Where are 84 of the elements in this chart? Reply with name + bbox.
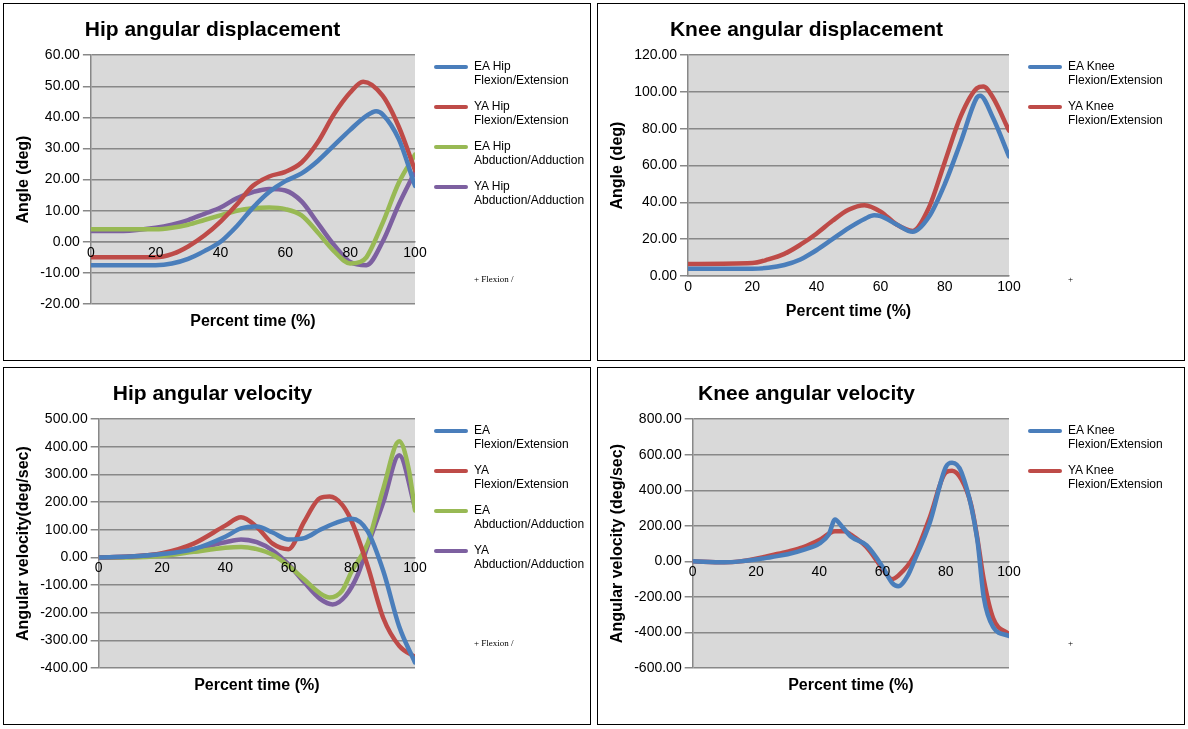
y-tick-label: 500.00 (44, 410, 88, 427)
legend-label: YA Abduction/Adduction (474, 543, 585, 571)
y-tick-label: 120.00 (634, 46, 678, 63)
legend-label: YA Knee Flexion/Extension (1068, 99, 1164, 127)
y-tick-label: -200.00 (634, 587, 682, 604)
x-axis-title: Percent time (%) (194, 676, 320, 694)
x-tick-label: 80 (343, 559, 360, 576)
x-tick-label: 0 (684, 277, 693, 294)
y-tick-label: 60.00 (44, 46, 81, 63)
x-tick-label: 40 (212, 243, 229, 260)
y-tick-label: 80.00 (641, 119, 678, 136)
chart-title: Hip angular velocity (112, 381, 313, 405)
legend-label: YA Flexion/Extension (474, 463, 570, 491)
x-tick-label: 20 (748, 563, 764, 580)
y-tick-label: -100.00 (40, 575, 88, 592)
y-tick-label: 50.00 (44, 77, 81, 94)
legend-label: YA Hip Abduction/Adduction (474, 179, 585, 207)
y-tick-label: 0.00 (52, 232, 81, 249)
chart-title: Knee angular velocity (697, 381, 916, 405)
y-tick-label: 400.00 (44, 437, 88, 454)
x-axis-title: Percent time (%) (190, 312, 316, 330)
y-tick-label: 30.00 (44, 139, 81, 156)
x-tick-label: 100 (403, 243, 427, 260)
x-tick-label: 20 (744, 277, 761, 294)
x-tick-label: 80 (342, 243, 359, 260)
y-tick-label: 60.00 (641, 156, 678, 173)
y-axis-title: Angular velocity (deg/sec) (608, 444, 626, 644)
y-tick-label: 200.00 (638, 516, 682, 533)
legend-label: YA Knee Flexion/Extension (1068, 463, 1164, 491)
legend-label: EA Hip Abduction/Adduction (474, 139, 585, 167)
legend-label: EA Abduction/Adduction (474, 503, 585, 531)
y-tick-label: 100.00 (44, 520, 88, 537)
y-axis-title: Angle (deg) (608, 121, 626, 210)
legend-label: YA Hip Flexion/Extension (474, 99, 570, 127)
x-tick-label: 100 (403, 559, 427, 576)
text: + Flexion / (474, 638, 514, 648)
x-tick-label: 40 (808, 277, 825, 294)
y-tick-label: 0.00 (649, 266, 678, 283)
x-tick-label: 0 (94, 559, 103, 576)
text: + (1068, 274, 1074, 284)
x-tick-label: 100 (997, 563, 1021, 580)
x-axis-title: Percent time (%) (785, 302, 912, 320)
x-tick-label: 100 (997, 277, 1021, 294)
y-tick-label: -10.00 (40, 263, 81, 280)
y-tick-label: 200.00 (44, 492, 88, 509)
y-tick-label: -400.00 (40, 658, 88, 675)
text: + Flexion / (474, 274, 514, 284)
y-tick-label: 800.00 (638, 410, 682, 427)
y-tick-label: 400.00 (638, 481, 682, 498)
x-tick-label: 40 (217, 559, 234, 576)
x-tick-label: 40 (811, 563, 828, 580)
x-axis-title: Percent time (%) (788, 676, 914, 694)
y-tick-label: 600.00 (638, 445, 682, 462)
y-axis-title: Angle (deg) (14, 135, 32, 224)
y-tick-label: 10.00 (44, 201, 81, 218)
legend-label: EA Flexion/Extension (474, 423, 570, 451)
x-tick-label: 20 (154, 559, 170, 576)
y-tick-label: -20.00 (40, 294, 81, 311)
y-tick-label: -600.00 (634, 658, 682, 675)
x-tick-label: 60 (277, 243, 294, 260)
x-tick-label: 0 (87, 243, 95, 260)
y-tick-label: -400.00 (634, 623, 682, 640)
y-tick-label: 0.00 (60, 548, 88, 565)
x-tick-label: 60 (280, 559, 297, 576)
y-tick-label: 100.00 (634, 82, 678, 99)
x-tick-label: 80 (937, 277, 953, 294)
y-tick-label: -300.00 (40, 631, 88, 648)
y-tick-label: 40.00 (44, 108, 81, 125)
chart-title: Knee angular displacement (669, 17, 944, 41)
y-tick-label: 20.00 (641, 230, 678, 247)
y-tick-label: 300.00 (44, 465, 88, 482)
y-tick-label: 20.00 (44, 170, 81, 187)
legend-label: EA Hip Flexion/Extension (474, 59, 570, 87)
x-tick-label: 0 (688, 563, 697, 580)
y-axis-title: Angular velocity(deg/sec) (14, 446, 32, 641)
legend-label: EA Knee Flexion/Extension (1068, 423, 1164, 451)
y-tick-label: -200.00 (40, 603, 88, 620)
y-tick-label: 40.00 (641, 193, 678, 210)
x-tick-label: 60 (872, 277, 889, 294)
y-tick-label: 0.00 (654, 552, 682, 569)
x-tick-label: 80 (937, 563, 954, 580)
chart-title: Hip angular displacement (84, 17, 341, 41)
legend-label: EA Knee Flexion/Extension (1068, 59, 1164, 87)
text: + (1068, 638, 1074, 648)
